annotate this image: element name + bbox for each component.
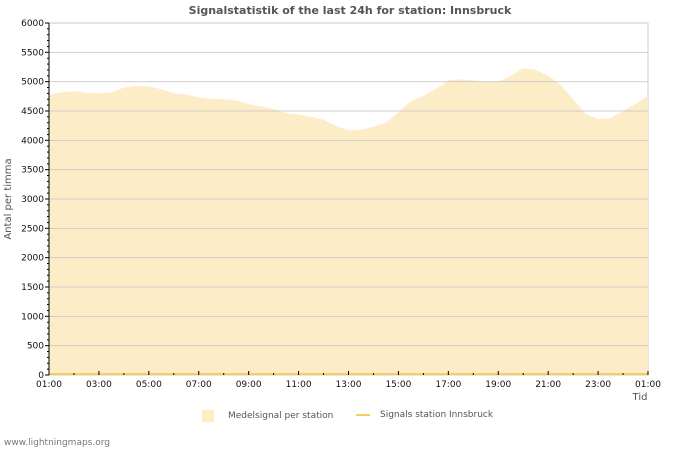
y-tick-label: 4000 [21,136,44,146]
x-tick-label: 01:00 [36,380,62,390]
x-axis-label: Tid [632,392,648,403]
y-tick-label: 4500 [21,107,44,117]
y-tick-label: 5500 [21,48,44,58]
x-tick-label: 07:00 [186,380,212,390]
area-series-medelsignal [49,68,648,375]
x-tick-label: 15:00 [385,380,411,390]
y-axis-label: Antal per timma [3,158,14,239]
legend-item-line[interactable]: Signals station Innsbruck [356,410,493,420]
y-tick-label: 0 [38,371,44,381]
x-tick-label: 21:00 [535,380,561,390]
x-tick-label: 03:00 [86,380,112,390]
x-tick-label: 09:00 [236,380,262,390]
x-tick-label: 13:00 [336,380,362,390]
y-tick-label: 1000 [21,312,44,322]
y-tick-label: 500 [27,342,44,352]
x-tick-label: 17:00 [435,380,461,390]
y-tick-label: 3500 [21,166,44,176]
legend-item-area[interactable]: Medelsignal per station [202,410,333,422]
x-tick-label: 11:00 [286,380,312,390]
y-tick-label: 3000 [21,195,44,205]
x-tick-label: 01:00 [635,380,661,390]
x-tick-label: 05:00 [136,380,162,390]
legend-area-label: Medelsignal per station [228,411,334,421]
area-swatch-icon [202,410,214,422]
legend-line-label: Signals station Innsbruck [380,410,494,420]
y-tick-label: 1500 [21,283,44,293]
y-tick-label: 6000 [21,19,44,29]
x-tick-label: 23:00 [585,380,611,390]
y-tick-label: 2000 [21,254,44,264]
x-tick-label: 19:00 [485,380,511,390]
line-swatch-icon [356,414,370,416]
y-tick-label: 5000 [21,78,44,88]
footer-credit: www.lightningmaps.org [4,438,110,448]
chart-title: Signalstatistik of the last 24h for stat… [188,4,512,17]
y-tick-label: 2500 [21,224,44,234]
